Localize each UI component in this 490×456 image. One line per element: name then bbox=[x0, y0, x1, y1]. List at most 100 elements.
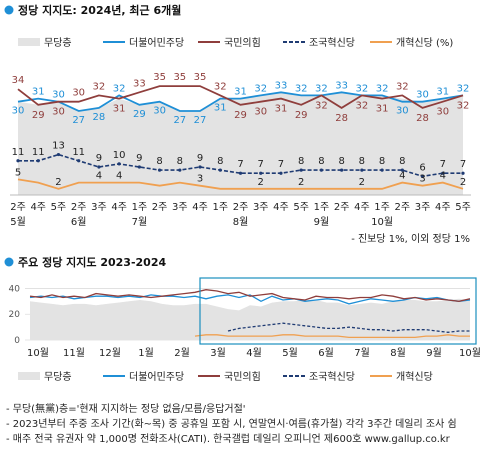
chart1-data-label: 35 bbox=[173, 72, 186, 83]
chart1-data-label: 8 bbox=[399, 156, 405, 167]
chart2-legend-item: 더불어민주당 bbox=[103, 371, 184, 383]
chart1-data-label: 2 bbox=[298, 177, 304, 188]
chart1-data-label: 27 bbox=[72, 115, 85, 126]
footnote-2: - 2023년부터 주중 조사 기간(화~목) 중 공휴일 포함 시, 연말연시… bbox=[6, 419, 457, 430]
chart1-data-label: 8 bbox=[298, 156, 304, 167]
chart1-data-label: 10 bbox=[113, 150, 126, 161]
chart1-data-label: 34 bbox=[12, 75, 25, 86]
chart1-data-label: 30 bbox=[12, 106, 25, 117]
chart1-data-label: 2 bbox=[460, 177, 466, 188]
chart1-data-label: 30 bbox=[254, 107, 267, 118]
chart1-legend-item: 국민의힘 bbox=[198, 37, 261, 49]
chart1-x-tick-label: 2주 bbox=[233, 202, 249, 213]
chart1-month-label: 6월 bbox=[71, 216, 87, 228]
chart2-y-tick-label: 20 bbox=[9, 310, 21, 320]
chart2-y-tick-label: 0 bbox=[14, 336, 20, 346]
chart1-x-tick-label: 4주 bbox=[111, 202, 127, 213]
chart1-data-label: 32 bbox=[457, 100, 470, 111]
chart1-data-label: 31 bbox=[436, 87, 449, 98]
chart2-x-tick-label: 8월 bbox=[390, 347, 406, 359]
chart2-x-tick-label: 11월 bbox=[63, 347, 85, 359]
chart1-point bbox=[157, 168, 162, 172]
chart2-highlight-box bbox=[199, 277, 477, 345]
chart1-point bbox=[178, 168, 182, 172]
chart2-line-1 bbox=[29, 294, 471, 305]
chart2-x-tick-label: 6월 bbox=[318, 347, 334, 359]
chart1-data-label: 32 bbox=[376, 83, 389, 94]
chart1-data-label: 30 bbox=[52, 107, 65, 118]
chart1-x-tick-label: 2주 bbox=[152, 202, 168, 213]
chart1-data-label: 11 bbox=[72, 147, 85, 158]
chart1-x-tick-label: 5주 bbox=[51, 202, 67, 213]
chart1-data-label: 13 bbox=[52, 141, 65, 152]
chart1-x-tick-label: 4주 bbox=[435, 202, 451, 213]
chart1-x-tick-label: 1주 bbox=[314, 202, 330, 213]
chart1-data-label: 35 bbox=[194, 72, 207, 83]
chart1-data-label: 2 bbox=[359, 177, 365, 188]
footnote-1: - 무당(無黨)층='현재 지지하는 정당 없음/모름/응답거절' bbox=[6, 404, 246, 415]
chart1-legend-item: 조국혁신당 bbox=[283, 37, 355, 49]
title-bullet-icon bbox=[4, 257, 14, 267]
chart1-x-tick-label: 3주 bbox=[253, 202, 269, 213]
chart2-x-tick-label: 10월 bbox=[27, 347, 49, 359]
chart1-point bbox=[400, 168, 404, 172]
chart1-data-label: 4 bbox=[116, 171, 122, 182]
chart1-point bbox=[56, 152, 61, 157]
chart1-data-label: 8 bbox=[217, 156, 223, 167]
chart1-data-label: 29 bbox=[234, 110, 247, 121]
chart1-data-label: 31 bbox=[376, 104, 389, 115]
chart1-data-label: 30 bbox=[396, 106, 409, 117]
chart1-x-tick-label: 2주 bbox=[395, 202, 411, 213]
chart1-data-label: 32 bbox=[315, 100, 328, 111]
chart2-x-tick-label: 12월 bbox=[99, 347, 121, 359]
chart1-data-label: 11 bbox=[12, 147, 25, 158]
chart1-x-tick-label: 1주 bbox=[212, 202, 228, 213]
chart1-x-tick-label: 4주 bbox=[273, 202, 289, 213]
chart2-x-tick-label: 3월 bbox=[210, 347, 226, 359]
chart1-x-tick-label: 4주 bbox=[354, 202, 370, 213]
chart1-data-label: 32 bbox=[93, 81, 106, 92]
chart1-point bbox=[380, 168, 384, 172]
chart1-line-4 bbox=[17, 178, 464, 190]
chart1-data-label: 5 bbox=[15, 167, 21, 178]
chart1-data-label: 35 bbox=[153, 72, 166, 83]
chart2-legend-item: 조국혁신당 bbox=[283, 371, 355, 383]
chart1-point bbox=[441, 171, 445, 175]
chart1-data-label: 32 bbox=[254, 83, 267, 94]
chart1-x-tick-label: 1주 bbox=[132, 202, 148, 213]
chart2-line-3 bbox=[227, 322, 470, 333]
chart2-y-tick-label: 40 bbox=[9, 284, 21, 294]
chart2-title: 주요 정당 지지도 2023-2024 bbox=[18, 255, 166, 269]
chart1-month-label: 7월 bbox=[132, 216, 148, 228]
chart1-x-tick-label: 2주 bbox=[10, 202, 26, 213]
chart2-x-tick-label: 4월 bbox=[246, 347, 262, 359]
chart2-x-tick-label: 2월 bbox=[174, 347, 190, 359]
chart1-data-label: 28 bbox=[93, 112, 106, 123]
chart1-x-tick-label: 4주 bbox=[30, 202, 46, 213]
chart1-point bbox=[279, 171, 283, 175]
chart1-data-label: 28 bbox=[416, 113, 429, 124]
chart1-data-label: 7 bbox=[460, 159, 466, 170]
chart1-legend-label: 개혁신당 (%) bbox=[396, 37, 453, 49]
chart1-data-label: 32 bbox=[113, 83, 126, 94]
chart1-data-label: 32 bbox=[355, 100, 368, 111]
chart1-data-label: 4 bbox=[440, 171, 446, 182]
chart1-data-label: 33 bbox=[275, 80, 288, 91]
chart1-month-label: 9월 bbox=[314, 216, 330, 228]
chart2-legend-label: 조국혁신당 bbox=[309, 371, 355, 383]
chart1-point bbox=[16, 159, 20, 163]
chart1-data-label: 32 bbox=[396, 81, 409, 92]
chart1-point bbox=[319, 168, 324, 172]
chart1-point bbox=[97, 165, 101, 169]
chart1-data-label: 3 bbox=[197, 174, 203, 185]
chart1-data-label: 4 bbox=[96, 171, 102, 182]
chart1-data-label: 7 bbox=[278, 159, 284, 170]
chart1-x-tick-label: 2주 bbox=[71, 202, 87, 213]
chart1-data-label: 32 bbox=[214, 81, 227, 92]
chart2-x-tick-label: 9월 bbox=[426, 347, 442, 359]
chart1-legend-item: 무당층 bbox=[18, 37, 72, 49]
chart1-point bbox=[36, 159, 40, 163]
chart1-data-label: 8 bbox=[177, 156, 183, 167]
chart2-x-tick-label: 5월 bbox=[282, 347, 298, 359]
